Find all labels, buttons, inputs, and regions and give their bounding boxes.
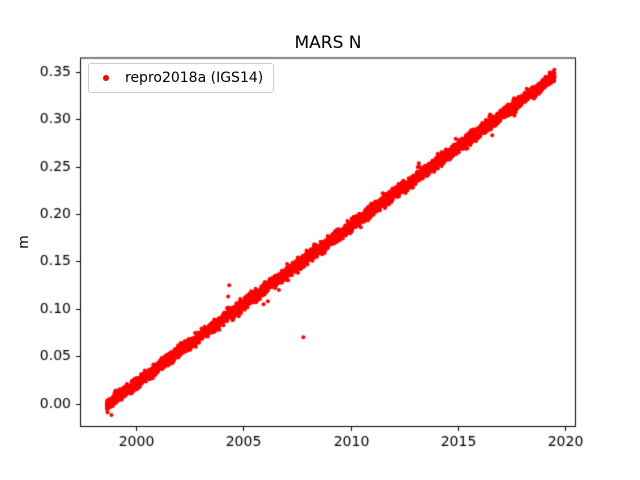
legend: repro2018a (IGS14) [88,63,275,93]
chart-title: MARS N [294,33,362,53]
y-axis-label: m [16,235,32,249]
legend-label: repro2018a (IGS14) [125,70,264,86]
legend-dot-marker-icon [103,75,109,81]
